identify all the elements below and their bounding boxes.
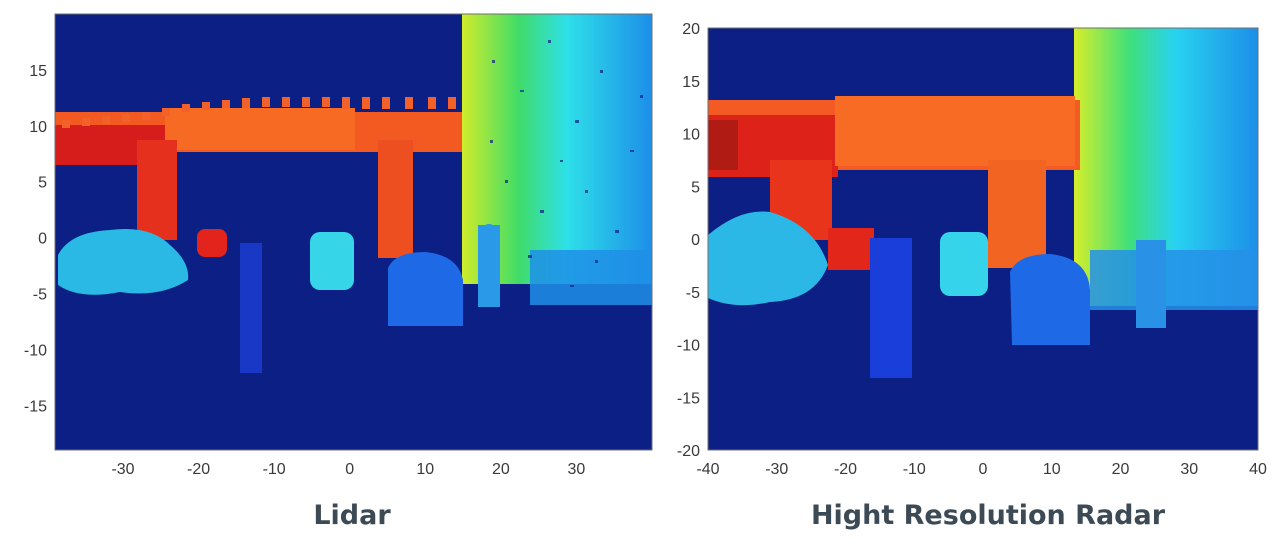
lidar-wall-mid [165,108,355,150]
radar-x-tick-label: -40 [696,461,719,478]
lidar-x-tick-label: 10 [416,461,434,478]
lidar-pedestrian-left [240,243,262,373]
radar-title: Hight Resolution Radar [810,500,1166,531]
lidar-speckle [490,40,643,287]
radar-x-tick-label: 10 [1043,461,1061,478]
radar-x-tick-label: -10 [903,461,926,478]
lidar-x-tick-label: 0 [345,461,354,478]
radar-y-tick-label: 5 [691,179,700,196]
lidar-car-right [388,252,463,326]
radar-x-tick-label: 40 [1249,461,1267,478]
lidar-y-tick-label: 5 [38,175,47,192]
radar-x-tick-label: 0 [979,461,988,478]
radar-pedestrian-right [1136,240,1166,328]
lidar-x-tick-label: -10 [263,461,286,478]
lidar-y-tick-label: 0 [38,231,47,248]
lidar-panel: -30 -20 -10 0 10 20 30 15 10 5 0 -5 -10 -15 [24,13,653,478]
radar-car-center [940,232,988,296]
lidar-frame [54,13,653,451]
radar-x-tick-label: 20 [1112,461,1130,478]
radar-car-left [708,211,828,306]
radar-wall-left-dark [708,120,738,170]
lidar-y-tick-label: -15 [24,398,47,415]
radar-car-right [1010,254,1090,345]
lidar-pillar-right [378,140,413,258]
radar-right-lower [1090,250,1258,310]
lidar-pedestrian-right-head [481,224,497,240]
radar-x-ticks: -40 -30 -20 -10 0 10 20 30 40 [696,461,1267,478]
radar-pedestrian-left [870,238,912,378]
lidar-y-tick-label: -10 [24,342,47,359]
radar-y-tick-label: 15 [682,74,700,91]
radar-wall-top [835,96,1075,166]
lidar-car-left [58,229,189,295]
lidar-x-tick-label: 30 [568,461,586,478]
lidar-pedestrian-right [478,225,500,307]
radar-y-tick-label: 20 [682,21,700,38]
lidar-y-tick-label: 15 [29,63,47,80]
radar-y-tick-label: 10 [682,127,700,144]
radar-y-tick-label: 0 [691,232,700,249]
lidar-y-ticks: 15 10 5 0 -5 -10 -15 [24,63,47,415]
radar-y-ticks: 20 15 10 5 0 -5 -10 -15 -20 [677,21,700,460]
radar-y-tick-label: -20 [677,443,700,460]
lidar-title: Lidar [313,500,391,531]
radar-x-tick-label: -30 [765,461,788,478]
radar-y-tick-label: -10 [677,338,700,355]
lidar-x-ticks: -30 -20 -10 0 10 20 30 [111,461,585,478]
radar-y-tick-label: -15 [677,390,700,407]
lidar-red-object [197,229,227,257]
radar-x-tick-label: -20 [834,461,857,478]
radar-pillar-right [988,160,1046,268]
radar-red-object [828,228,874,270]
radar-x-tick-label: 30 [1180,461,1198,478]
lidar-pillar-left [137,140,177,240]
lidar-x-tick-label: -30 [111,461,134,478]
lidar-y-tick-label: 10 [29,119,47,136]
lidar-car-center [310,232,354,290]
lidar-x-tick-label: -20 [187,461,210,478]
lidar-y-tick-label: -5 [33,286,47,303]
lidar-crenellations [62,97,456,128]
radar-y-tick-label: -5 [686,285,700,302]
radar-frame [707,27,1259,451]
radar-panel: -40 -30 -20 -10 0 10 20 30 40 20 15 10 5 0 -5 -10 -15 -2… [677,21,1267,478]
lidar-right-lower-gradient [530,250,652,305]
lidar-x-tick-label: 20 [492,461,510,478]
